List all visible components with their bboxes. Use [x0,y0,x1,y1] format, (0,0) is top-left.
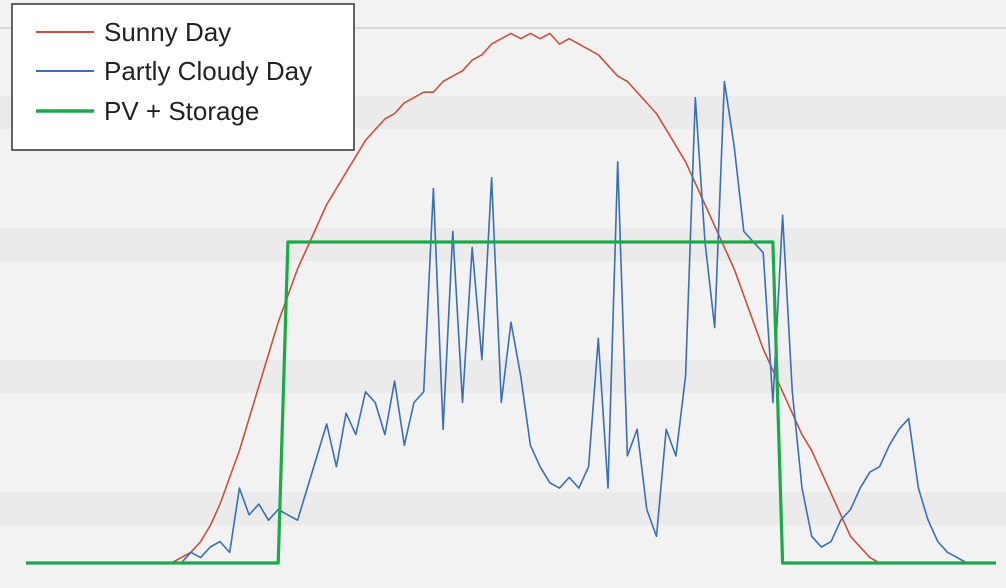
grid-band [0,228,1006,261]
legend-label-pv-storage: PV + Storage [104,96,259,126]
series-line-partly-cloudy-day [26,80,996,564]
series-line-pv-storage [26,240,996,565]
legend-item-sunny-day: Sunny Day [36,17,231,47]
legend-label-sunny-day: Sunny Day [104,17,231,47]
grid-band [0,492,1006,525]
legend: Sunny Day Partly Cloudy Day PV + Storage [11,3,355,151]
series-layer [26,32,996,565]
series-line-sunny-day [26,32,996,564]
legend-item-partly-cloudy-day: Partly Cloudy Day [36,56,312,86]
legend-box [11,3,355,151]
legend-label-partly-cloudy-day: Partly Cloudy Day [104,56,312,86]
legend-item-pv-storage: PV + Storage [36,96,259,126]
